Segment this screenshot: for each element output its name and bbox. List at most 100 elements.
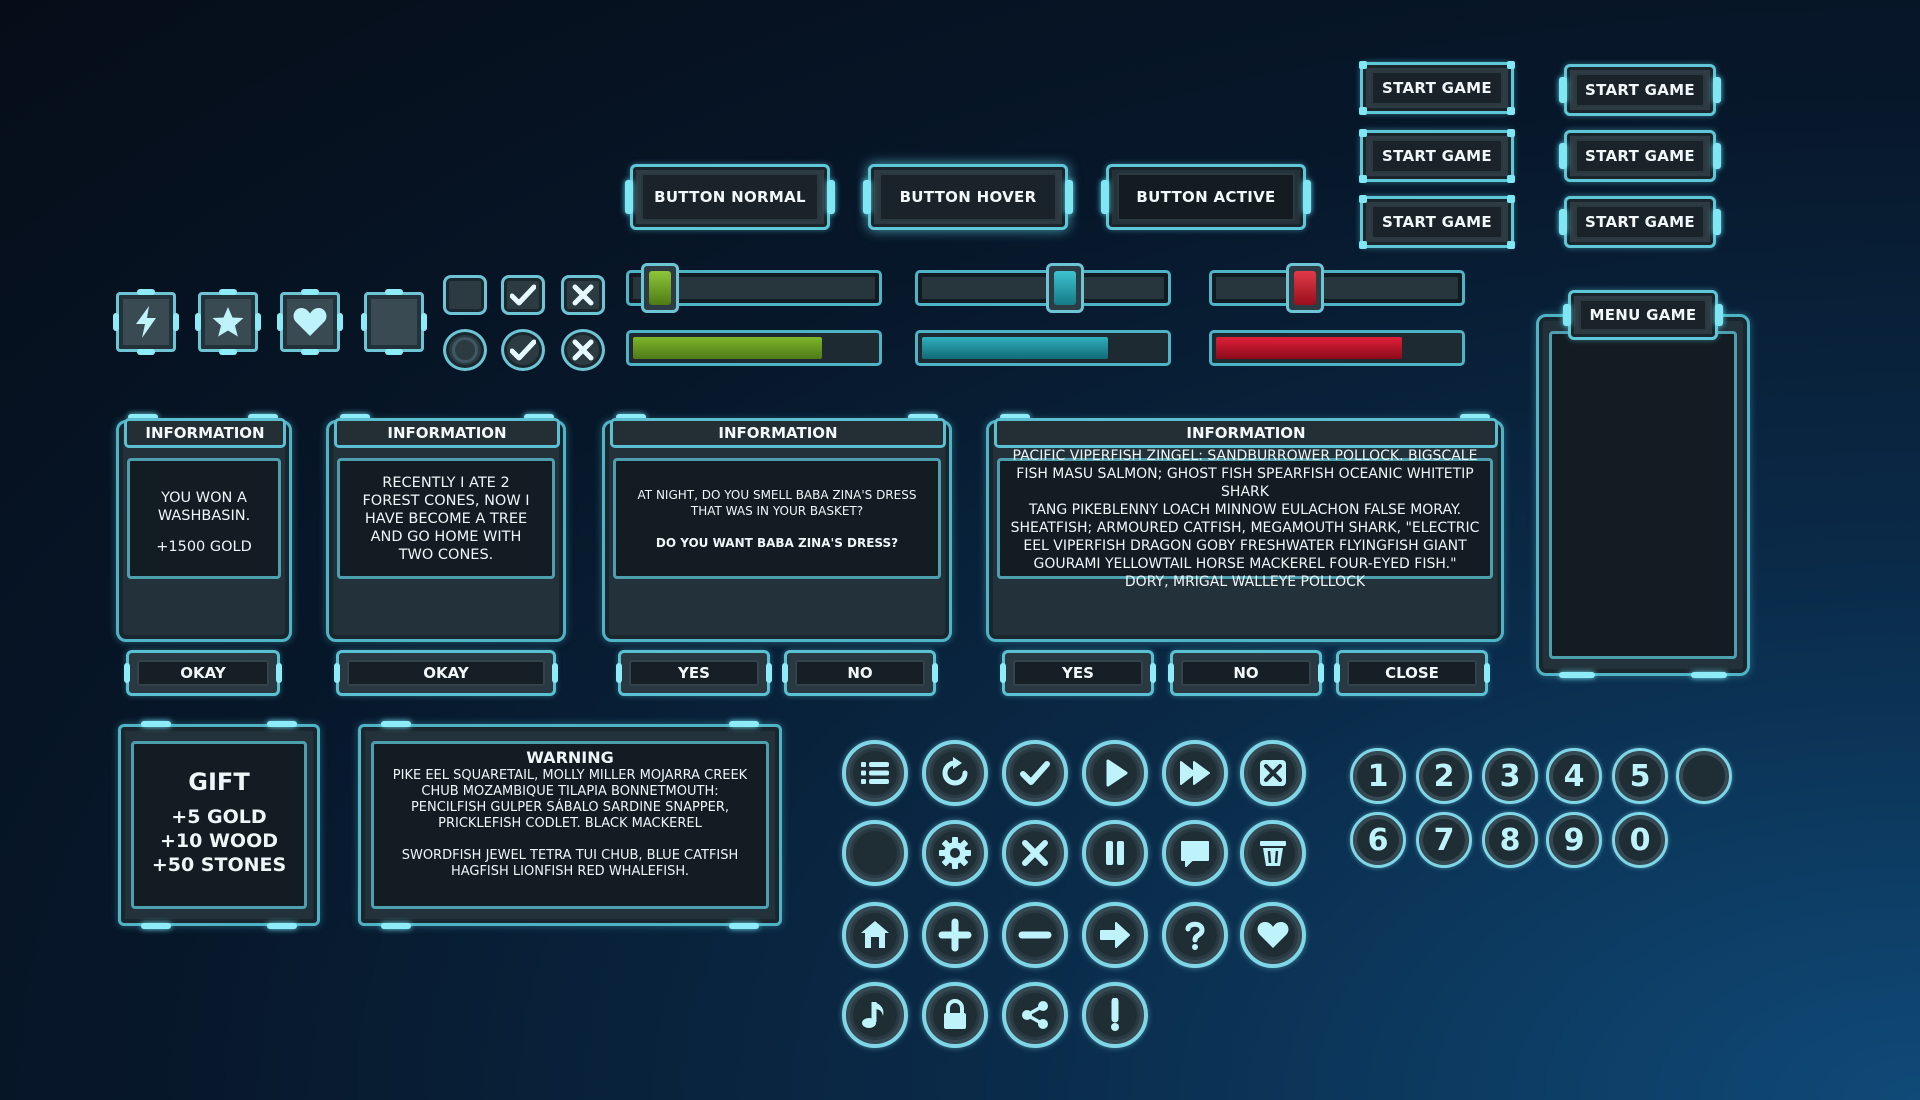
- lock-button[interactable]: [922, 982, 988, 1048]
- checkbox-x[interactable]: [561, 275, 605, 315]
- gift-line-2: +10 WOOD: [159, 830, 278, 852]
- dialog-3-title: INFORMATION: [610, 418, 946, 448]
- start-game-button-4[interactable]: START GAME: [1559, 64, 1721, 116]
- slider-red-knob[interactable]: [1286, 263, 1324, 313]
- gift-panel: GIFT +5 GOLD +10 WOOD +50 STONES: [118, 721, 320, 929]
- number-6-button[interactable]: 6: [1350, 812, 1406, 868]
- slider-teal-knob[interactable]: [1046, 263, 1084, 313]
- music-button[interactable]: [842, 982, 908, 1048]
- home-button[interactable]: [842, 902, 908, 968]
- play-button[interactable]: [1082, 740, 1148, 806]
- empty-square[interactable]: [361, 289, 427, 355]
- blank-button[interactable]: [842, 820, 908, 886]
- yes-button[interactable]: YES: [616, 650, 772, 696]
- settings-button[interactable]: [922, 820, 988, 886]
- list-icon: [861, 762, 889, 784]
- heart-square[interactable]: [277, 289, 343, 355]
- button-hover[interactable]: BUTTON HOVER: [863, 164, 1073, 230]
- no-label: NO: [847, 664, 873, 682]
- okay-label: OKAY: [423, 664, 469, 682]
- dialog-3-prompt: DO YOU WANT BABA ZINA'S DRESS?: [655, 535, 899, 550]
- warning-panel: WARNING PIKE EEL SQUARETAIL, MOLLY MILLE…: [358, 721, 782, 929]
- number-4-button[interactable]: 4: [1546, 748, 1602, 804]
- okay-label: OKAY: [180, 664, 226, 682]
- dialog-3: AT NIGHT, DO YOU SMELL BABA ZINA'S DRESS…: [602, 420, 952, 642]
- add-button[interactable]: [922, 902, 988, 968]
- number-1-button[interactable]: 1: [1350, 748, 1406, 804]
- close-button[interactable]: CLOSE: [1334, 650, 1490, 696]
- no-button[interactable]: NO: [782, 650, 938, 696]
- start-game-button-5[interactable]: START GAME: [1559, 130, 1721, 182]
- heart-icon: [293, 308, 327, 336]
- number-label: 8: [1499, 822, 1521, 858]
- chat-button[interactable]: [1162, 820, 1228, 886]
- start-game-button-2[interactable]: START GAME: [1359, 129, 1515, 183]
- number-0-button[interactable]: 0: [1612, 812, 1668, 868]
- dialog-2-title: INFORMATION: [334, 418, 560, 448]
- next-button[interactable]: [1082, 902, 1148, 968]
- trash-button[interactable]: [1240, 820, 1306, 886]
- no-label: NO: [1233, 664, 1259, 682]
- fast-forward-icon: [1180, 761, 1210, 785]
- no-button[interactable]: NO: [1168, 650, 1324, 696]
- radio-x[interactable]: [561, 329, 605, 371]
- start-game-button-1[interactable]: START GAME: [1359, 61, 1515, 115]
- number-2-button[interactable]: 2: [1416, 748, 1472, 804]
- trash-icon: [1260, 841, 1286, 866]
- number-9-button[interactable]: 9: [1546, 812, 1602, 868]
- check-icon: [510, 284, 536, 306]
- alert-button[interactable]: [1082, 982, 1148, 1048]
- star-square[interactable]: [195, 289, 261, 355]
- start-game-button-3[interactable]: START GAME: [1359, 195, 1515, 249]
- number-3-button[interactable]: 3: [1482, 748, 1538, 804]
- warning-para-2: SWORDFISH JEWEL TETRA TUI CHUB, BLUE CAT…: [401, 848, 739, 879]
- pause-button[interactable]: [1082, 820, 1148, 886]
- slider-red-track[interactable]: [1209, 270, 1465, 306]
- button-normal[interactable]: BUTTON NORMAL: [625, 164, 835, 230]
- number-label: 1: [1367, 758, 1389, 794]
- warning-title: WARNING: [526, 748, 614, 767]
- menu-game-title: MENU GAME: [1563, 290, 1723, 340]
- cancel-button[interactable]: [1002, 820, 1068, 886]
- gear-icon: [939, 837, 971, 869]
- gift-line-3: +50 STONES: [151, 854, 287, 876]
- number-label: 4: [1563, 758, 1585, 794]
- button-active[interactable]: BUTTON ACTIVE: [1101, 164, 1311, 230]
- fast-forward-button[interactable]: [1162, 740, 1228, 806]
- checkbox-checked[interactable]: [501, 275, 545, 315]
- dialog-1-title: INFORMATION: [124, 418, 286, 448]
- close-box-button[interactable]: [1240, 740, 1306, 806]
- number-8-button[interactable]: 8: [1482, 812, 1538, 868]
- radio-empty[interactable]: [443, 329, 487, 371]
- button-hover-label: BUTTON HOVER: [899, 188, 1037, 206]
- okay-button[interactable]: OKAY: [334, 650, 558, 696]
- start-game-label: START GAME: [1585, 213, 1695, 231]
- number-label: 7: [1433, 822, 1455, 858]
- favorite-button[interactable]: [1240, 902, 1306, 968]
- share-button[interactable]: [1002, 982, 1068, 1048]
- checkbox-empty[interactable]: [443, 275, 487, 315]
- number-label: 9: [1563, 822, 1585, 858]
- number-7-button[interactable]: 7: [1416, 812, 1472, 868]
- dialog-4-para-1: PACIFIC VIPERFISH ZINGEL: SANDBURROWER P…: [1012, 447, 1478, 500]
- help-button[interactable]: [1162, 902, 1228, 968]
- start-game-button-6[interactable]: START GAME: [1559, 196, 1721, 248]
- refresh-button[interactable]: [922, 740, 988, 806]
- slider-teal-track[interactable]: [915, 270, 1171, 306]
- number-5-button[interactable]: 5: [1612, 748, 1668, 804]
- number-blank-button[interactable]: [1676, 748, 1732, 804]
- okay-button[interactable]: OKAY: [124, 650, 282, 696]
- warning-para-1: PIKE EEL SQUARETAIL, MOLLY MILLER MOJARR…: [392, 768, 748, 831]
- list-button[interactable]: [842, 740, 908, 806]
- x-icon: [572, 284, 594, 306]
- lock-icon: [944, 999, 966, 1029]
- lightning-square[interactable]: [113, 289, 179, 355]
- check-button[interactable]: [1002, 740, 1068, 806]
- remove-button[interactable]: [1002, 902, 1068, 968]
- number-label: 2: [1433, 758, 1455, 794]
- yes-button[interactable]: YES: [1000, 650, 1156, 696]
- exclamation-icon: [1111, 998, 1119, 1031]
- dialog-1-reward: +1500 GOLD: [156, 539, 252, 555]
- slider-green-knob[interactable]: [641, 263, 679, 313]
- radio-checked[interactable]: [501, 329, 545, 371]
